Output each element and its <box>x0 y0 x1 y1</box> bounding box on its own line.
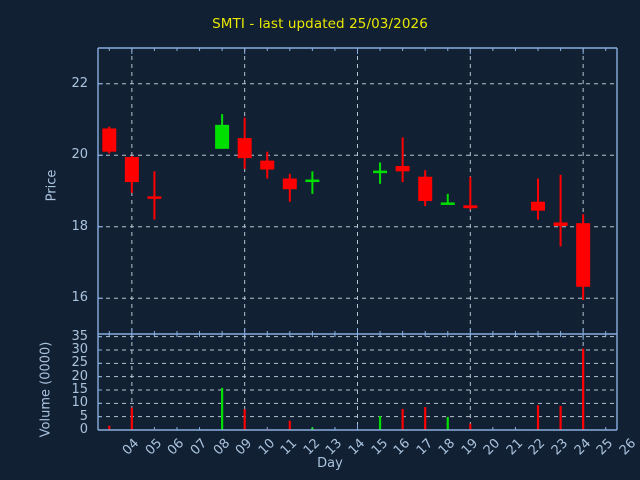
candlestick <box>576 214 591 301</box>
price-tick-label: 20 <box>71 147 88 163</box>
candlestick <box>531 178 546 220</box>
candlestick <box>237 117 252 169</box>
candlestick <box>373 162 388 184</box>
day-axis-label: Day <box>317 456 343 471</box>
volume-tick-label: 25 <box>71 355 88 371</box>
volume-tick-label: 20 <box>71 368 88 384</box>
candlestick <box>440 193 455 205</box>
candlestick <box>282 173 297 202</box>
volume-tick-label: 0 <box>79 422 88 437</box>
candlestick <box>147 171 162 220</box>
candlestick <box>395 137 410 183</box>
volume-tick-label: 5 <box>79 408 88 424</box>
candlestick <box>124 155 139 193</box>
candlestick <box>463 176 478 210</box>
candlestick <box>418 170 433 207</box>
price-tick-label: 18 <box>71 218 88 234</box>
volume-tick-label: 35 <box>71 328 88 344</box>
volume-tick-label: 30 <box>71 342 88 357</box>
volume-tick-label: 15 <box>71 382 88 397</box>
candlestick <box>215 114 230 149</box>
candlestick <box>260 151 275 179</box>
chart-title: SMTI - last updated 25/03/2026 <box>212 16 428 32</box>
price-tick-label: 22 <box>71 75 88 91</box>
candlestick <box>553 174 568 247</box>
candlestick <box>102 126 117 154</box>
volume-tick-label: 10 <box>71 395 88 411</box>
candlestick <box>305 171 320 194</box>
price-tick-label: 16 <box>71 290 88 306</box>
